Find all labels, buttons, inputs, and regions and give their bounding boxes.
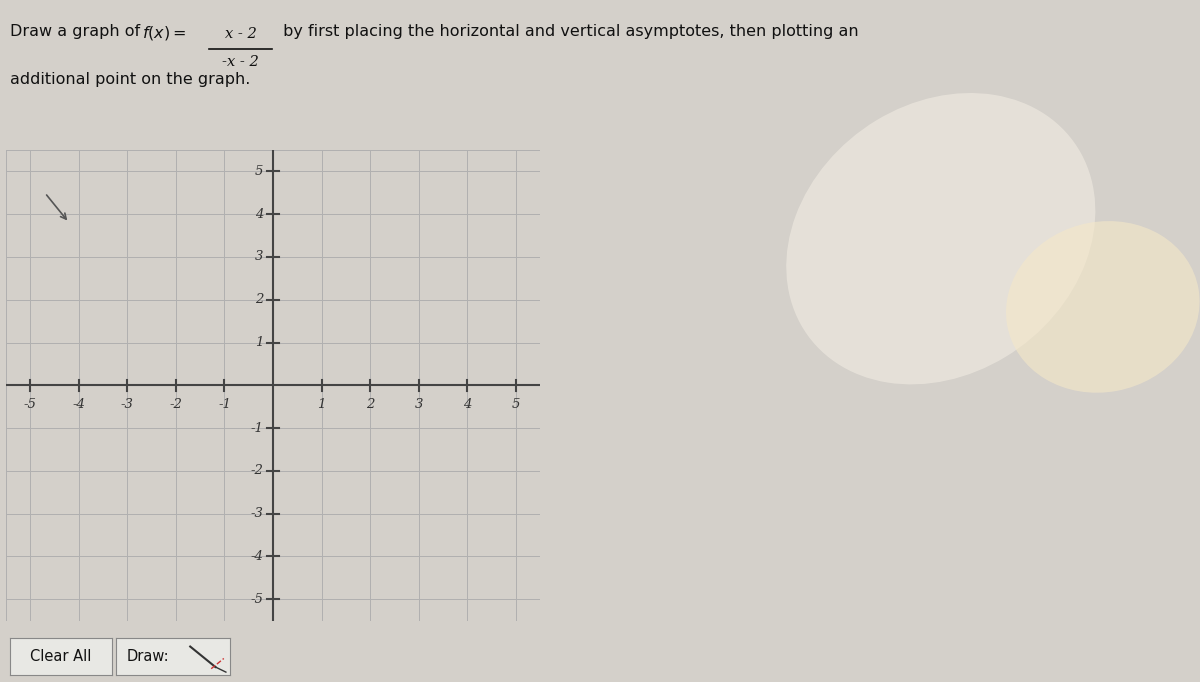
- Text: -x - 2: -x - 2: [222, 55, 259, 69]
- Text: 1: 1: [317, 398, 325, 411]
- Text: 2: 2: [366, 398, 374, 411]
- Text: -5: -5: [251, 593, 263, 606]
- Text: -3: -3: [121, 398, 134, 411]
- Text: -2: -2: [251, 464, 263, 477]
- Text: by first placing the horizontal and vertical asymptotes, then plotting an: by first placing the horizontal and vert…: [278, 24, 859, 39]
- Text: 2: 2: [254, 293, 263, 306]
- Text: 5: 5: [254, 165, 263, 178]
- Text: Draw a graph of: Draw a graph of: [10, 24, 145, 39]
- Text: $f(x)=$: $f(x)=$: [142, 24, 186, 42]
- Text: Clear All: Clear All: [30, 649, 91, 664]
- Text: -5: -5: [24, 398, 37, 411]
- Text: 3: 3: [414, 398, 422, 411]
- Text: Draw:: Draw:: [127, 649, 169, 664]
- Text: -4: -4: [251, 550, 263, 563]
- Text: 3: 3: [254, 250, 263, 263]
- Ellipse shape: [786, 93, 1096, 385]
- Text: additional point on the graph.: additional point on the graph.: [10, 72, 250, 87]
- Text: 5: 5: [511, 398, 520, 411]
- Text: -4: -4: [72, 398, 85, 411]
- Text: -2: -2: [169, 398, 182, 411]
- Ellipse shape: [1006, 221, 1200, 393]
- Text: -1: -1: [251, 421, 263, 434]
- Text: x - 2: x - 2: [224, 27, 257, 40]
- Text: -3: -3: [251, 507, 263, 520]
- Text: -1: -1: [218, 398, 230, 411]
- Text: 4: 4: [463, 398, 472, 411]
- Text: 1: 1: [254, 336, 263, 349]
- Text: 4: 4: [254, 208, 263, 221]
